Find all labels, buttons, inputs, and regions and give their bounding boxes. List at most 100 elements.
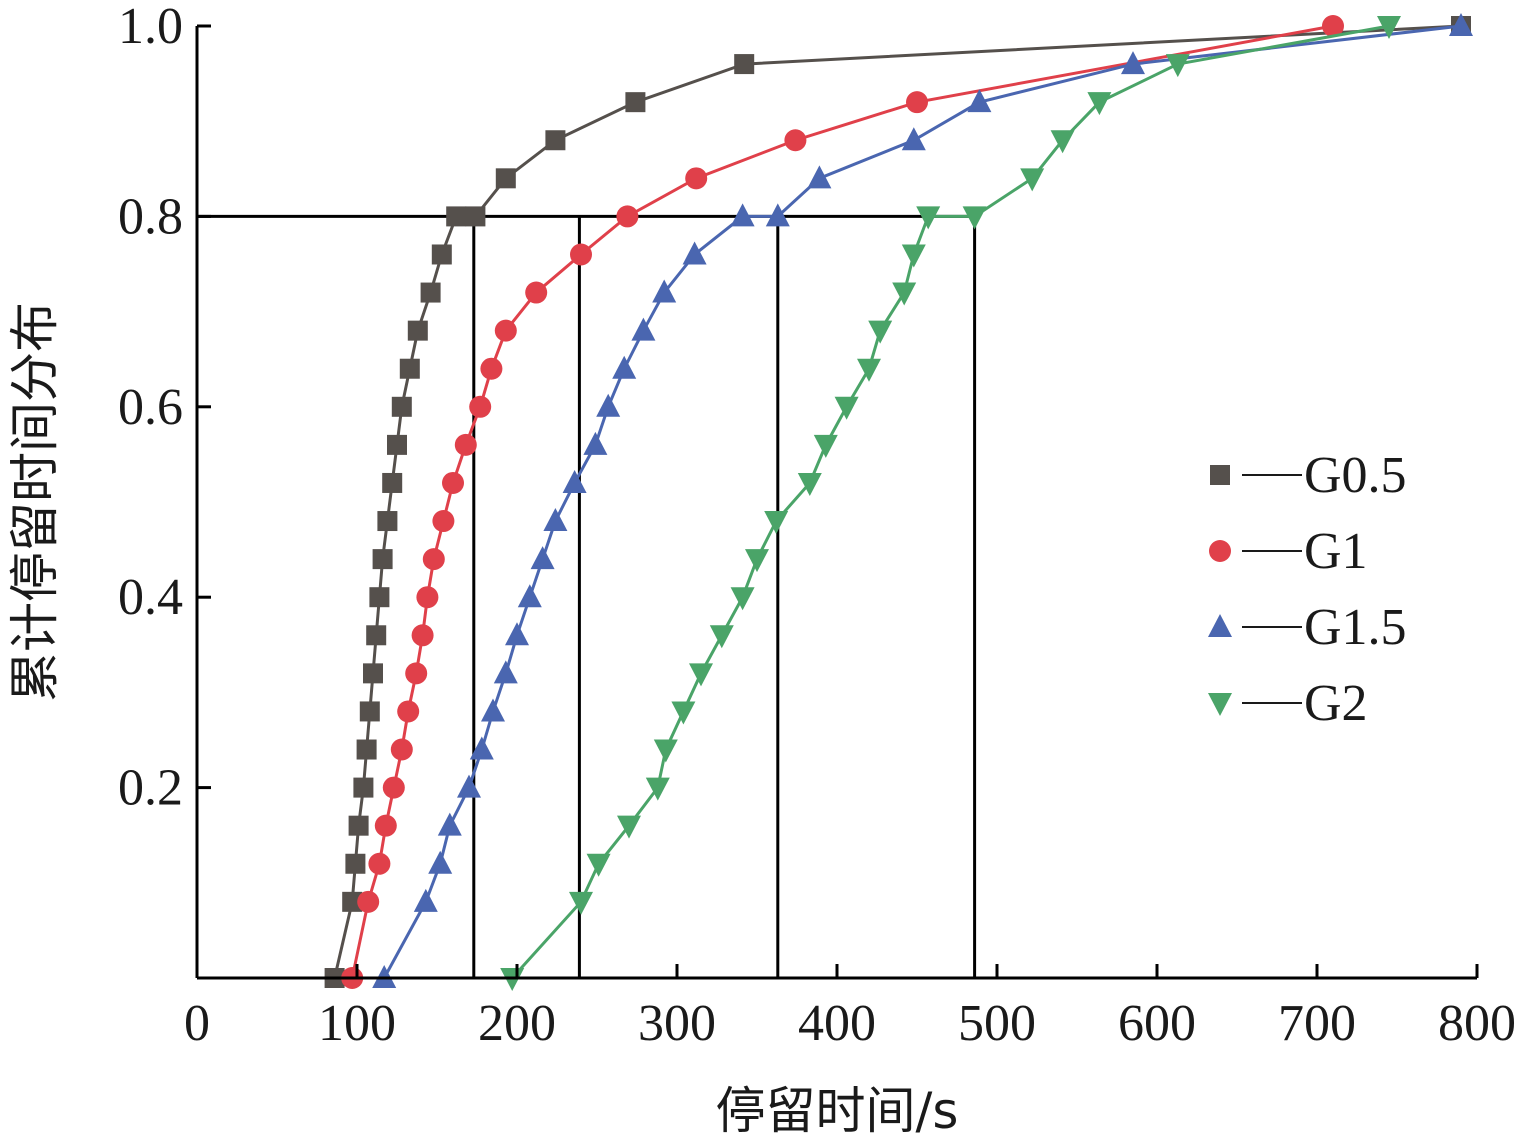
series-G0.5 (324, 16, 1471, 988)
data-point-G0.5-7 (363, 663, 383, 684)
data-point-G1-4 (382, 776, 405, 799)
data-point-G0.5-10 (372, 549, 393, 570)
data-point-G0.5-13 (387, 434, 407, 455)
data-point-G1.5-17 (652, 279, 677, 303)
data-point-G1.5-4 (457, 774, 481, 798)
data-point-G0.5-22 (545, 130, 566, 151)
series-line-G2 (511, 24, 1390, 980)
data-point-G2-14 (834, 396, 859, 420)
data-point-G2-21 (1020, 168, 1045, 192)
data-point-G2-16 (868, 320, 893, 344)
data-point-G1.5-24 (1121, 51, 1145, 75)
data-point-G1-17 (525, 281, 548, 304)
data-point-G2-1 (569, 891, 593, 915)
data-point-G2-5 (653, 739, 678, 763)
legend-label-G0.5: G0.5 (1304, 447, 1407, 504)
data-point-G1.5-23 (967, 89, 992, 113)
data-point-G0.5-21 (495, 168, 516, 189)
data-point-G0.5-8 (366, 625, 387, 646)
data-point-G1-2 (368, 852, 391, 875)
data-point-G2-13 (813, 434, 838, 458)
data-point-G0.5-4 (353, 777, 374, 798)
legend: G0.5 G1 G1.5 G2 (1208, 447, 1407, 732)
data-point-G1.5-12 (562, 469, 587, 493)
data-point-G2-23 (1087, 92, 1112, 116)
data-point-G1.5-25 (1449, 13, 1473, 36)
y-tick-label-0.8: 0.8 (118, 188, 183, 245)
data-point-G0.5-23 (625, 92, 646, 113)
data-point-G1.5-20 (765, 203, 790, 227)
data-point-G0.5-14 (391, 396, 412, 417)
data-point-G2-17 (892, 282, 917, 306)
data-point-G1-16 (494, 319, 517, 342)
data-point-G2-25 (1377, 16, 1401, 39)
data-point-G1-21 (784, 129, 807, 152)
y-tick-label-1: 1.0 (118, 0, 183, 55)
y-axis-title: 累计停留时间分布 (6, 302, 64, 702)
data-point-G2-2 (586, 853, 611, 877)
data-point-G1.5-3 (437, 812, 462, 836)
x-tick-label-500: 500 (958, 995, 1036, 1052)
data-point-G0.5-1 (342, 891, 363, 912)
x-tick-label-0: 0 (184, 995, 210, 1052)
data-point-G2-22 (1050, 130, 1075, 154)
y-tick-label-0.2: 0.2 (118, 760, 183, 817)
data-point-G2-3 (617, 815, 641, 839)
data-point-G2-4 (645, 777, 670, 801)
x-tick-label-700: 700 (1278, 995, 1356, 1052)
data-point-G2-20 (962, 206, 987, 230)
data-point-G1-13 (454, 433, 477, 456)
axes (195, 24, 1479, 980)
series-G2 (500, 16, 1401, 991)
legend-item-G1.5: G1.5 (1208, 599, 1407, 656)
series-G1.5 (372, 13, 1473, 988)
data-point-G1.5-15 (612, 355, 637, 379)
data-point-G0.5-11 (377, 511, 398, 532)
y-tick-label-0.6: 0.6 (118, 379, 183, 436)
data-point-G0.5-16 (407, 320, 428, 341)
legend-label-G2: G2 (1304, 675, 1368, 732)
data-point-G0.5-18 (431, 244, 452, 265)
x-tick-label-300: 300 (638, 995, 716, 1052)
tick-labels: 0 100 200 300 400 500 600 700 800 0.2 0.4 0.6 0.8 1.0 (118, 0, 1516, 1052)
series-lines (324, 13, 1473, 991)
data-point-G1-3 (374, 814, 397, 837)
data-point-G1-9 (416, 586, 439, 609)
x-axis-title: 停留时间/s (716, 1082, 959, 1140)
data-point-G1.5-1 (413, 888, 438, 912)
data-point-G1-14 (469, 395, 492, 418)
data-point-G1-8 (411, 624, 434, 647)
x-tick-label-600: 600 (1118, 995, 1196, 1052)
data-point-G0.5-17 (420, 282, 441, 303)
data-point-G2-9 (730, 587, 755, 611)
data-point-G0.5-19 (446, 206, 467, 227)
data-point-G0.5-2 (345, 853, 366, 874)
legend-item-G0.5: G0.5 (1210, 447, 1407, 504)
data-point-G1.5-13 (583, 431, 608, 455)
data-point-G0.5-12 (382, 472, 403, 493)
data-point-G1-20 (685, 167, 708, 190)
data-point-G0.5-6 (359, 701, 380, 722)
data-point-G2-18 (901, 244, 926, 268)
data-point-G1-11 (432, 510, 455, 533)
data-point-G1-12 (442, 471, 464, 494)
data-point-G0.5-3 (348, 815, 369, 836)
data-point-G1-5 (390, 738, 413, 761)
data-point-G1.5-10 (530, 546, 555, 570)
legend-marker-G1.5 (1208, 614, 1232, 637)
data-point-G1.5-2 (428, 850, 453, 874)
data-point-G1-18 (570, 243, 592, 266)
data-point-G2-11 (764, 511, 789, 535)
series-G1 (341, 15, 1344, 989)
data-point-G1.5-6 (481, 698, 505, 722)
data-point-G2-12 (797, 472, 822, 496)
data-point-G1.5-9 (517, 584, 542, 608)
data-point-G1.5-19 (730, 203, 755, 227)
data-point-G0.5-20 (465, 206, 486, 227)
data-point-G1.5-11 (543, 508, 568, 532)
data-point-G1-7 (405, 662, 428, 685)
legend-label-G1: G1 (1304, 523, 1368, 580)
data-point-G1.5-18 (682, 241, 707, 265)
x-tick-label-100: 100 (318, 995, 396, 1052)
